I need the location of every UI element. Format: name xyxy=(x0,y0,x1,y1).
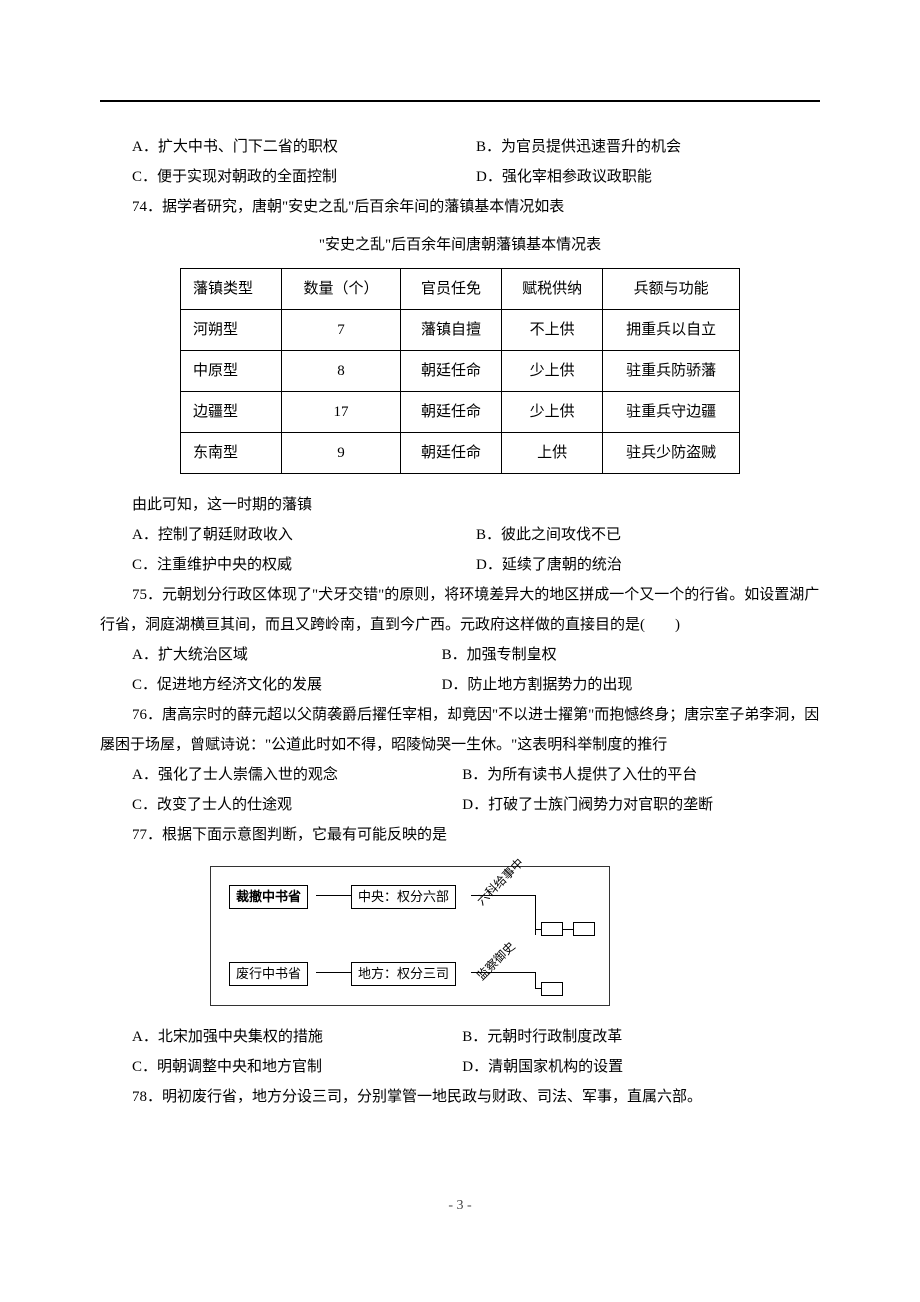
td: 中原型 xyxy=(181,351,282,392)
diagram-box-bot-right: 地方：权分三司 xyxy=(351,962,456,986)
q77-options-row1: A．北宋加强中央集权的措施 B．元朝时行政制度改革 xyxy=(132,1022,820,1052)
q78-stem: 78．明初废行省，地方分设三司，分别掌管一地民政与财政、司法、军事，直属六部。 xyxy=(100,1082,820,1112)
q76-option-b: B．为所有读书人提供了入仕的平台 xyxy=(462,760,697,790)
q75-option-b: B．加强专制皇权 xyxy=(442,640,557,670)
q73-option-a: A．扩大中书、门下二省的职权 xyxy=(132,132,476,162)
table-row: 中原型 8 朝廷任命 少上供 驻重兵防骄藩 xyxy=(181,351,740,392)
q76-option-d: D．打破了士族门阀势力对官职的垄断 xyxy=(462,790,713,820)
q74-option-a: A．控制了朝廷财政收入 xyxy=(132,520,476,550)
q77-stem: 77．根据下面示意图判断，它最有可能反映的是 xyxy=(100,820,820,850)
q75-option-d: D．防止地方割据势力的出现 xyxy=(442,670,633,700)
diagram-small-box-2 xyxy=(573,922,595,936)
q75-option-a: A．扩大统治区域 xyxy=(132,640,442,670)
td: 边疆型 xyxy=(181,392,282,433)
q75-stem: 75．元朝划分行政区体现了"犬牙交错"的原则，将环境差异大的地区拼成一个又一个的… xyxy=(100,580,820,640)
q77-option-d: D．清朝国家机构的设置 xyxy=(462,1052,623,1082)
q73-options-row2: C．便于实现对朝政的全面控制 D．强化宰相参政议政职能 xyxy=(132,162,820,192)
diagram-label-2: 监察御史 xyxy=(475,940,517,982)
td: 朝廷任命 xyxy=(401,392,502,433)
td: 拥重兵以自立 xyxy=(603,310,740,351)
page-number: - 3 - xyxy=(100,1192,820,1220)
q77-diagram: 裁撤中书省 中央：权分六部 废行中书省 地方：权分三司 六科给事中 监察御史 xyxy=(210,866,610,1006)
diagram-small-box-3 xyxy=(541,982,563,996)
td: 7 xyxy=(282,310,401,351)
q76-stem: 76．唐高宗时的薛元超以父荫袭爵后擢任宰相，却竟因"不以进士擢第"而抱憾终身；唐… xyxy=(100,700,820,760)
diagram-connector-bot xyxy=(316,972,351,973)
th-4: 兵额与功能 xyxy=(603,269,740,310)
q74-option-d: D．延续了唐朝的统治 xyxy=(476,550,820,580)
td: 朝廷任命 xyxy=(401,433,502,474)
q76-option-a: A．强化了士人崇儒入世的观念 xyxy=(132,760,462,790)
td: 朝廷任命 xyxy=(401,351,502,392)
q74-stem: 74．据学者研究，唐朝"安史之乱"后百余年间的藩镇基本情况如表 xyxy=(100,192,820,222)
diagram-small-box-1 xyxy=(541,922,563,936)
q74-option-b: B．彼此之间攻伐不已 xyxy=(476,520,820,550)
q74-table: 藩镇类型 数量（个） 官员任免 赋税供纳 兵额与功能 河朔型 7 藩镇自擅 不上… xyxy=(180,268,740,474)
q76-option-c: C．改变了士人的仕途观 xyxy=(132,790,462,820)
td: 驻兵少防盗贼 xyxy=(603,433,740,474)
q75-options-row2: C．促进地方经济文化的发展 D．防止地方割据势力的出现 xyxy=(132,670,820,700)
q74-followup: 由此可知，这一时期的藩镇 xyxy=(100,490,820,520)
td: 不上供 xyxy=(502,310,603,351)
q74-options-row1: A．控制了朝廷财政收入 B．彼此之间攻伐不已 xyxy=(132,520,820,550)
table-row: 边疆型 17 朝廷任命 少上供 驻重兵守边疆 xyxy=(181,392,740,433)
q77-option-a: A．北宋加强中央集权的措施 xyxy=(132,1022,462,1052)
th-1: 数量（个） xyxy=(282,269,401,310)
td: 河朔型 xyxy=(181,310,282,351)
q77-option-b: B．元朝时行政制度改革 xyxy=(462,1022,622,1052)
diagram-box-bot-left: 废行中书省 xyxy=(229,962,308,986)
q73-option-d: D．强化宰相参政议政职能 xyxy=(476,162,820,192)
td: 驻重兵守边疆 xyxy=(603,392,740,433)
diagram-line-r2 xyxy=(471,972,535,973)
q74-option-c: C．注重维护中央的权威 xyxy=(132,550,476,580)
q75-options-row1: A．扩大统治区域 B．加强专制皇权 xyxy=(132,640,820,670)
diagram-line-h2 xyxy=(563,929,573,930)
td: 17 xyxy=(282,392,401,433)
diagram-box-top-left: 裁撤中书省 xyxy=(229,885,308,909)
diagram-line-r1 xyxy=(471,895,535,896)
q77-option-c: C．明朝调整中央和地方官制 xyxy=(132,1052,462,1082)
q73-options-row1: A．扩大中书、门下二省的职权 B．为官员提供迅速晋升的机会 xyxy=(132,132,820,162)
top-rule xyxy=(100,100,820,102)
td: 9 xyxy=(282,433,401,474)
q74-options-row2: C．注重维护中央的权威 D．延续了唐朝的统治 xyxy=(132,550,820,580)
diagram-line-h1 xyxy=(535,929,541,930)
q76-options-row1: A．强化了士人崇儒入世的观念 B．为所有读书人提供了入仕的平台 xyxy=(132,760,820,790)
diagram-label-1: 六科给事中 xyxy=(475,856,526,907)
td: 少上供 xyxy=(502,392,603,433)
td: 藩镇自擅 xyxy=(401,310,502,351)
table-row: 东南型 9 朝廷任命 上供 驻兵少防盗贼 xyxy=(181,433,740,474)
th-2: 官员任免 xyxy=(401,269,502,310)
q73-option-b: B．为官员提供迅速晋升的机会 xyxy=(476,132,820,162)
diagram-line-h3 xyxy=(535,988,541,989)
q73-option-c: C．便于实现对朝政的全面控制 xyxy=(132,162,476,192)
q75-option-c: C．促进地方经济文化的发展 xyxy=(132,670,442,700)
td: 上供 xyxy=(502,433,603,474)
diagram-connector-top xyxy=(316,895,351,896)
q74-caption: "安史之乱"后百余年间唐朝藩镇基本情况表 xyxy=(100,230,820,260)
td: 东南型 xyxy=(181,433,282,474)
table-header-row: 藩镇类型 数量（个） 官员任免 赋税供纳 兵额与功能 xyxy=(181,269,740,310)
diagram-line-v2 xyxy=(535,972,536,988)
q76-options-row2: C．改变了士人的仕途观 D．打破了士族门阀势力对官职的垄断 xyxy=(132,790,820,820)
q77-options-row2: C．明朝调整中央和地方官制 D．清朝国家机构的设置 xyxy=(132,1052,820,1082)
th-3: 赋税供纳 xyxy=(502,269,603,310)
table-row: 河朔型 7 藩镇自擅 不上供 拥重兵以自立 xyxy=(181,310,740,351)
td: 少上供 xyxy=(502,351,603,392)
diagram-box-top-right: 中央：权分六部 xyxy=(351,885,456,909)
th-0: 藩镇类型 xyxy=(181,269,282,310)
td: 8 xyxy=(282,351,401,392)
td: 驻重兵防骄藩 xyxy=(603,351,740,392)
